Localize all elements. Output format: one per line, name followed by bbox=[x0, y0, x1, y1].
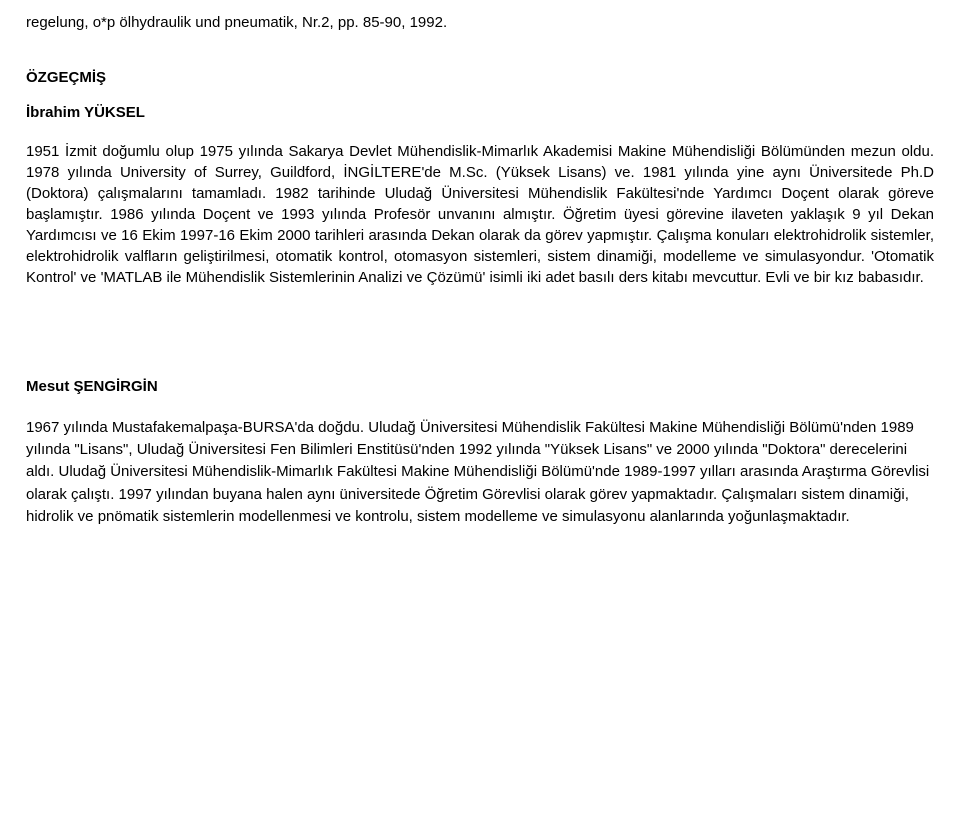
author-name-mesut: Mesut ŞENGİRGİN bbox=[26, 378, 934, 395]
author-name-ibrahim: İbrahim YÜKSEL bbox=[26, 104, 934, 121]
reference-line: regelung, o*p ölhydraulik und pneumatik,… bbox=[26, 12, 934, 33]
bio-ibrahim: 1951 İzmit doğumlu olup 1975 yılında Sak… bbox=[26, 141, 934, 288]
section-heading-ozgecmis: ÖZGEÇMİŞ bbox=[26, 69, 934, 86]
bio-mesut: 1967 yılında Mustafakemalpaşa-BURSA'da d… bbox=[26, 417, 934, 528]
document-page: regelung, o*p ölhydraulik und pneumatik,… bbox=[0, 0, 960, 830]
